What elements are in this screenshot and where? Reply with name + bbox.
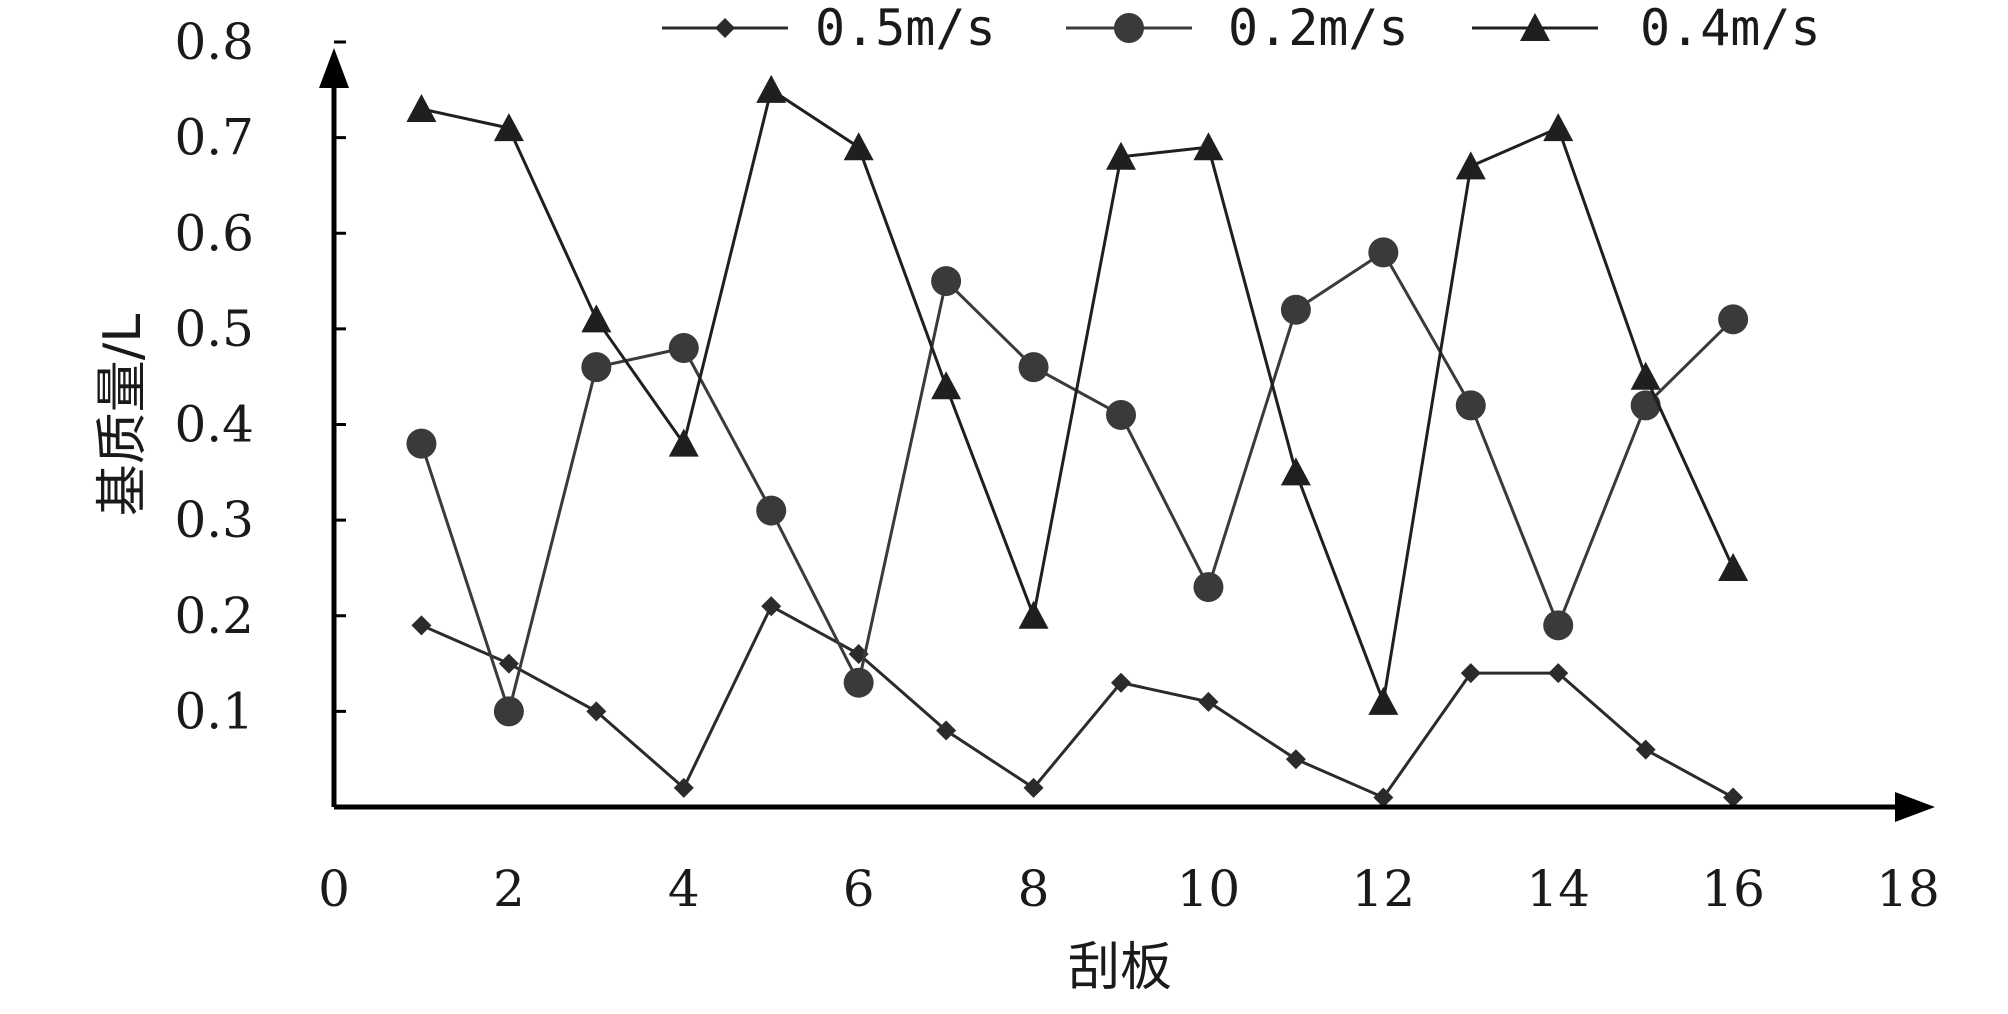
data-point [1193,572,1224,603]
x-axis-arrow [1895,792,1935,822]
y-tick-label: 0.3 [174,491,254,549]
data-point [843,667,874,698]
data-point [1455,390,1486,421]
data-point [411,615,432,636]
legend-label: 0.5m/s [815,0,996,57]
y-tick-label: 0.5 [174,300,254,358]
ticks-layer: 0 2 4 6 8 10 12 14 16 18 0.1 0.2 0.3 0.4 0.5 0.6 0.7 0.8 [174,13,1939,918]
data-point [931,371,962,400]
x-axis-title: 刮板 [1068,938,1172,998]
data-point [931,266,962,297]
series-triangle [406,74,1749,715]
data-point [493,696,524,727]
y-tick-label: 0.6 [174,204,254,262]
data-point [1106,399,1136,430]
y-tick-label: 0.8 [174,13,254,71]
x-tick-label: 16 [1701,860,1765,918]
data-point [1285,749,1306,770]
data-point [1455,151,1486,180]
data-point [1018,600,1049,629]
y-tick-label: 0.7 [174,109,254,167]
legend-label: 0.4m/s [1640,0,1821,57]
y-tick-label: 0.4 [174,396,254,454]
data-point [586,701,607,722]
data-point [1280,294,1311,325]
data-point [1630,390,1661,421]
y-tick-label: 0.1 [174,682,254,740]
series-circle [406,237,1749,727]
legend-item: 0.2m/s [1066,0,1409,57]
x-tick-label: 10 [1177,860,1241,918]
y-axis-arrow [319,48,349,88]
data-point [581,352,612,383]
legend-marker [715,18,735,38]
x-tick-label: 12 [1352,860,1416,918]
legend: 0.5m/s 0.2m/s 0.4m/s [662,0,1821,57]
data-point [756,495,787,526]
data-point [1543,610,1574,641]
data-point [1718,552,1749,581]
data-point [1373,787,1394,808]
legend-label: 0.2m/s [1228,0,1409,57]
data-point [756,74,787,103]
data-point [1198,691,1219,712]
series-line [420,604,1734,800]
x-tick-label: 8 [1018,860,1050,918]
x-tick-label: 18 [1876,860,1940,918]
data-point [1106,141,1136,170]
x-tick-label: 14 [1526,860,1590,918]
data-point [761,596,782,617]
data-point [1368,237,1399,268]
data-point [1460,663,1481,684]
series-line [421,87,1735,708]
data-point [1280,457,1311,486]
data-point [493,113,524,142]
data-point [1193,132,1224,161]
data-point [1548,663,1569,684]
y-axis-title: 基质量/L [93,314,153,517]
x-tick-label: 4 [668,860,700,918]
data-point [406,93,437,122]
legend-marker [1114,13,1144,43]
series-layer [406,74,1749,808]
data-point [1023,777,1044,798]
data-point [1368,686,1399,715]
data-point [936,720,957,741]
legend-item: 0.5m/s [662,0,996,57]
data-point [498,653,519,674]
legend-item: 0.4m/s [1472,0,1821,57]
data-point [1630,361,1661,390]
data-point [1018,352,1049,383]
data-point [1635,739,1656,760]
x-tick-label: 2 [493,860,525,918]
data-point [668,428,699,457]
legend-marker [1520,13,1550,41]
data-point [1718,304,1749,335]
data-point [1111,672,1131,693]
data-point [406,428,437,459]
series-diamond [411,596,1744,808]
data-point [581,304,612,333]
data-point [843,132,874,161]
data-point [673,777,694,798]
axes-layer [319,48,1935,822]
series-line [420,250,1735,717]
x-tick-label: 0 [318,860,350,918]
x-tick-label: 6 [843,860,875,918]
data-point [668,333,699,363]
y-tick-label: 0.2 [174,587,254,645]
data-point [1723,787,1744,808]
data-point [1543,113,1574,142]
